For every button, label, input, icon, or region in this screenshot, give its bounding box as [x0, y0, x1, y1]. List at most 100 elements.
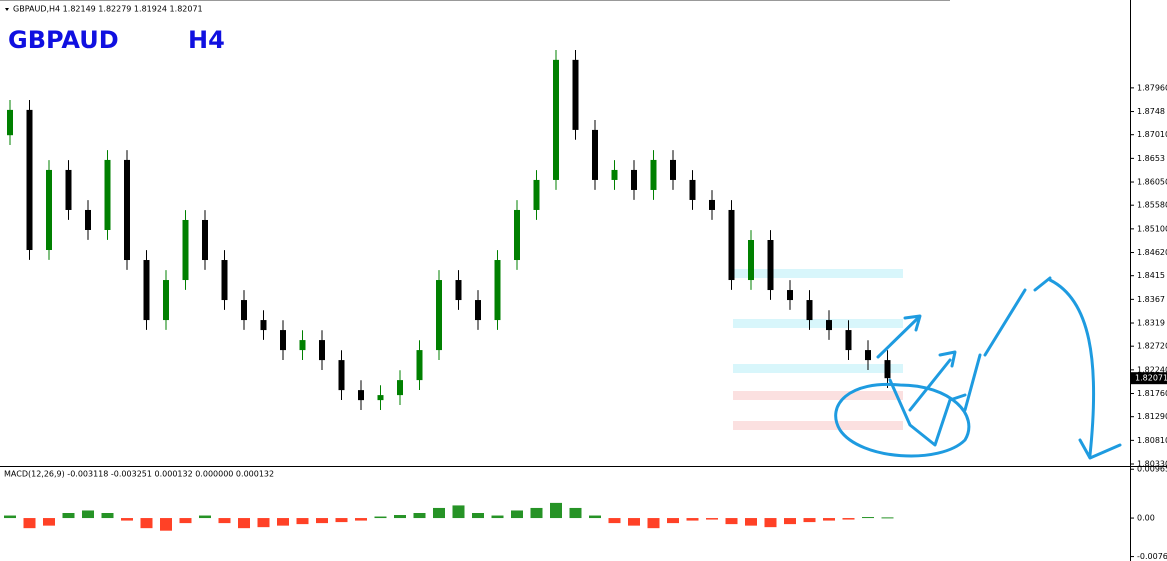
candle-body — [689, 179, 696, 200]
y-tick-label: 0.00 — [1137, 514, 1155, 523]
timeframe: H4 — [188, 26, 225, 54]
candle-body — [572, 59, 579, 130]
candle-body — [709, 199, 715, 210]
y-tick-label: 1.81760 — [1137, 389, 1167, 398]
candle-body — [7, 109, 13, 136]
histogram-bar — [725, 518, 738, 525]
histogram-bar — [199, 515, 211, 519]
y-tick-label: 1.85100 — [1137, 224, 1167, 233]
histogram-bar — [491, 515, 504, 519]
candle-body — [787, 290, 793, 301]
y-tick-label: 1.8653 — [1137, 154, 1165, 163]
histogram-bar — [62, 513, 75, 519]
histogram-bar — [335, 518, 348, 523]
histogram-bar — [179, 518, 192, 524]
histogram-bar — [745, 518, 757, 526]
candle-body — [182, 219, 189, 281]
candle-body — [514, 209, 520, 261]
y-tick-label: 1.81290 — [1137, 412, 1167, 421]
histogram-bar — [608, 518, 621, 524]
histogram-bar — [667, 518, 679, 524]
candle-body — [592, 129, 598, 180]
candle-body — [124, 159, 130, 261]
histogram-bar — [550, 502, 562, 519]
candle-body — [806, 300, 813, 321]
histogram-bar — [842, 518, 855, 520]
histogram-bar — [511, 510, 523, 519]
candle-body — [299, 340, 306, 351]
histogram-bar — [452, 505, 465, 519]
candle-body — [26, 109, 33, 251]
candle-body — [845, 330, 852, 351]
histogram-bar — [355, 518, 367, 521]
y-tick-label: 1.82240 — [1137, 365, 1167, 374]
y-tick-label: 1.87010 — [1137, 130, 1167, 139]
candle-body — [338, 360, 345, 391]
histogram-bar — [628, 518, 640, 526]
drawn-arrow — [1048, 278, 1122, 460]
histogram-bar — [413, 513, 426, 519]
histogram-bar — [257, 518, 270, 528]
zone — [733, 319, 903, 328]
y-tick-label: 0.009659 — [1137, 465, 1167, 474]
histogram-bar — [686, 518, 699, 521]
candle-body — [436, 280, 442, 351]
candle-body — [767, 240, 774, 291]
candle-body — [104, 159, 111, 230]
y-tick-label: -0.00762 — [1137, 552, 1167, 561]
zone — [733, 364, 903, 373]
drawn-circle — [834, 382, 971, 458]
histogram-bar — [4, 515, 16, 519]
histogram-bar — [23, 518, 36, 529]
candle-body — [202, 219, 208, 261]
y-tick-label: 1.8748 — [1137, 107, 1165, 116]
histogram-bar — [862, 517, 874, 519]
symbol: GBPAUD — [8, 26, 119, 54]
histogram-bar — [803, 518, 816, 523]
histogram-bar — [238, 518, 250, 529]
hand-drawing — [834, 276, 1122, 460]
candle-body — [358, 390, 364, 401]
histogram-bar — [881, 517, 894, 519]
candle-body — [241, 300, 247, 321]
candle-body — [377, 395, 384, 401]
candle-body — [65, 169, 72, 210]
histogram-bar — [394, 515, 406, 519]
histogram-bar — [218, 518, 231, 524]
zones — [733, 269, 903, 430]
chart-header: GBPAUD,H4 1.82149 1.82279 1.81924 1.8207… — [13, 5, 203, 14]
drawn-dash — [963, 276, 1052, 412]
histogram-bar — [530, 507, 543, 519]
candle-body — [46, 169, 52, 251]
histogram-bar — [589, 515, 601, 519]
candle-body — [553, 59, 559, 180]
candle-body — [748, 240, 754, 281]
y-tick-label: 1.8319 — [1137, 319, 1165, 328]
candle-body — [85, 209, 91, 230]
candle-body — [416, 350, 423, 381]
candle-body — [397, 380, 403, 396]
y-tick-label: 1.82720 — [1137, 342, 1167, 351]
candle-body — [533, 179, 540, 210]
y-tick-label: 1.87960 — [1137, 83, 1167, 92]
histogram-bar — [43, 518, 55, 526]
histogram-bar — [121, 518, 133, 521]
y-tick-label: 1.80330 — [1137, 460, 1167, 469]
candle-body — [163, 280, 169, 321]
candle-body — [319, 340, 325, 361]
candle-body — [826, 320, 832, 331]
histogram-bar — [101, 513, 114, 519]
zone — [733, 391, 903, 400]
histogram-bar — [764, 518, 777, 528]
candle-body — [221, 260, 228, 301]
histogram-bar — [140, 518, 153, 529]
drawn-arrow — [876, 314, 922, 359]
histogram-bar — [296, 518, 309, 525]
histogram-bar — [784, 518, 796, 525]
candle-body — [494, 260, 501, 321]
price-label: 1.82071 — [1135, 374, 1167, 383]
y-tick-label: 1.80810 — [1137, 436, 1167, 445]
candle-body — [670, 159, 676, 180]
histogram-bar — [374, 516, 387, 519]
